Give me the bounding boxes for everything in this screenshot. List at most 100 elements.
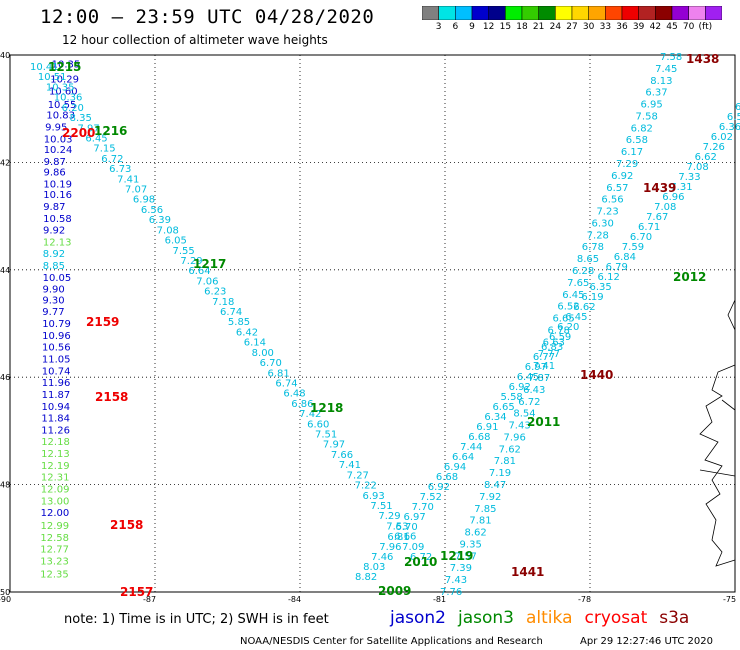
wave-height-label: 7.41 [533,361,555,372]
wave-height-label: 7.29 [180,256,202,267]
wave-height-label: 6.45 [562,290,584,301]
wave-height-label: 11.87 [42,390,71,401]
wave-height-label: 6.92 [509,382,531,393]
wave-height-label: 6.81 [268,368,290,379]
wave-height-label: 7.27 [347,470,369,481]
wave-height-label: 6.45 [565,312,587,323]
wave-height-label: 6.95 [640,100,662,111]
wave-height-label: 13.00 [41,496,70,507]
wave-height-label: 6.68 [468,432,490,443]
wave-height-label: 10.03 [44,134,73,145]
wave-height-label: 7.09 [402,542,424,553]
wave-height-label: 7.59 [622,242,644,253]
pass-time-label: 2158 [110,518,143,532]
wave-height-label: 6.65 [552,314,574,325]
wave-height-label: 6.79 [606,262,628,273]
lat-tick-label: 42 [0,158,10,167]
wave-height-label: 6.97 [404,512,426,523]
wave-height-label: 7.43 [508,421,530,432]
wave-height-label: 8.54 [513,409,535,420]
wave-height-label: 6.64 [452,452,474,463]
wave-height-label: 6.82 [631,123,653,134]
wave-height-label: 10.35 [46,82,75,93]
wave-height-label: 7.07 [125,185,147,196]
wave-height-label: 10.79 [42,319,71,330]
wave-height-label: 10.74 [42,366,71,377]
lat-tick-label: 48 [0,481,10,490]
wave-height-label: 6.28 [572,266,594,277]
pass-time-label: 1219 [440,549,473,563]
wave-height-label: 12.00 [41,508,70,519]
pass-time-label: 1439 [643,181,676,195]
wave-height-label: 6.86 [291,399,313,410]
wave-height-label: 8.13 [650,76,672,87]
pass-time-label: 2009 [378,584,411,598]
wave-height-label: 6.92 [428,482,450,493]
wave-height-label: 6.56 [141,205,163,216]
wave-height-label: 10.24 [44,145,73,156]
wave-height-label: 6.42 [236,327,258,338]
wave-height-label: 6.84 [614,252,636,263]
wave-height-label: 7.96 [379,542,401,553]
wave-height-label: 6.45 [85,133,107,144]
wave-height-label: 8.00 [252,348,274,359]
colorbar-label: 30 [582,22,595,32]
wave-height-label: 9.95 [45,123,67,134]
satellite-legend-jason2: jason2 [390,608,446,628]
wave-height-label: 6.70 [260,358,282,369]
wave-height-label: 9.90 [43,285,65,296]
wave-height-label: 6.14 [244,338,266,349]
wave-height-label: 6.74 [275,378,297,389]
wave-height-label: 7.58 [636,111,658,122]
lon-tick-label: -75 [723,595,736,604]
wave-height-label: 6.17 [621,147,643,158]
wave-height-label: 9.86 [44,168,66,179]
wave-height-label: 6.43 [523,385,545,396]
wave-height-label: 6.94 [444,462,466,473]
wave-height-label: 7.70 [412,502,434,513]
wave-height-label: 7.65 [567,278,589,289]
colorbar-label: 39 [632,22,645,32]
wave-height-label: 12.13 [43,237,72,248]
wave-height-label: 6.59 [549,332,571,343]
lon-tick-label: -78 [578,595,591,604]
wave-height-label: 6.62 [695,152,717,163]
map-title: 12:00 – 23:59 UTC 04/28/2020 [40,6,375,28]
colorbar-label: 33 [599,22,612,32]
wave-height-label: 6.83 [541,342,563,353]
wave-height-label: 12.19 [41,461,70,472]
colorbar-label: 42 [649,22,662,32]
pass-time-label: 2012 [673,270,706,284]
satellite-legend-jason3: jason3 [458,608,514,628]
wave-height-label: 8.82 [355,572,377,583]
wave-height-label: 9.87 [44,157,66,168]
wave-height-label: 6.97 [525,362,547,373]
wave-height-label: 9.92 [43,226,65,237]
wave-height-label: 6.81 [387,532,409,543]
wave-height-label: 7.51 [370,501,392,512]
wave-height-label: 8.35 [70,113,92,124]
wave-height-label: 7.76 [440,587,462,598]
wave-height-label: 6.78 [582,242,604,253]
colorbar-label: 36 [616,22,628,32]
wave-height-label: 7.26 [703,142,725,153]
lat-tick-label: 50 [0,588,10,597]
wave-height-label: 12.58 [40,533,69,544]
wave-height-label: 7.62 [499,444,521,455]
wave-height-label: 6.48 [283,389,305,400]
colorbar-labels: 3 6 9 12 15 18 21 24 27 30 33 36 39 42 45 70 (ft) [422,22,722,36]
colorbar-label: (ft) [698,22,713,32]
wave-height-label: 6.70 [630,232,652,243]
pass-time-label: 1218 [310,401,343,415]
wave-height-label: 6.63 [543,337,565,348]
colorbar-label: 45 [666,22,678,32]
wave-height-label: 12.09 [41,484,70,495]
wave-height-label: 7.22 [355,481,377,492]
wave-height-label: 10.35 [52,60,81,71]
wave-height-label: 7.19 [489,468,511,479]
wave-height-label: 6.74 [220,307,242,318]
wave-height-label: 12.13 [41,449,70,460]
wave-height-label: 6.05 [165,236,187,247]
wave-height-label: 7.97 [323,440,345,451]
